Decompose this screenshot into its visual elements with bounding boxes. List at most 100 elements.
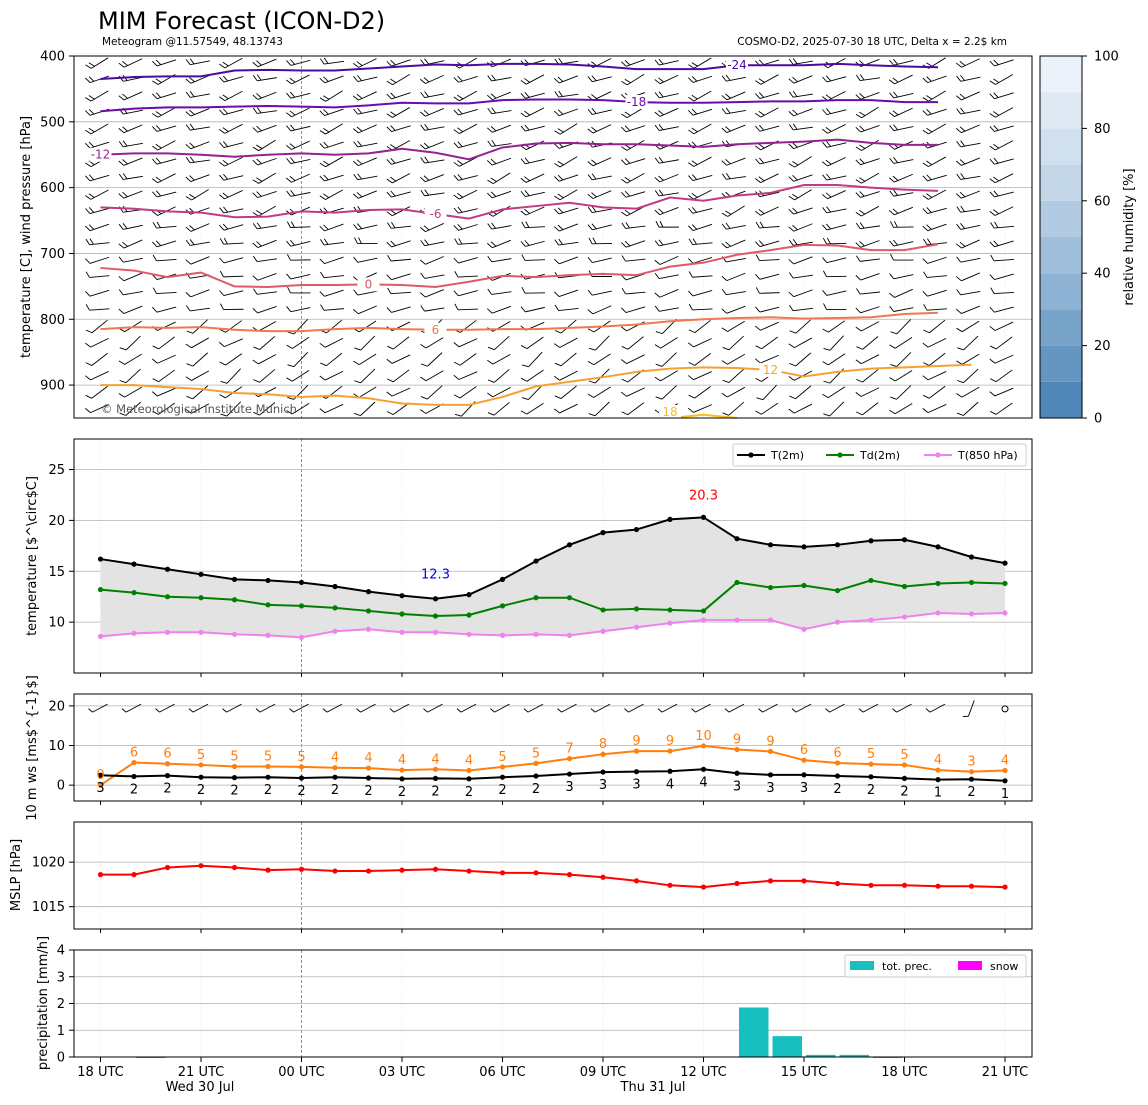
mean-wind-value-label: 3 [733,779,741,794]
wind-barb [721,205,745,217]
wind-barb [319,256,344,265]
series-point [1002,610,1008,616]
gust-value-label: 5 [532,746,540,761]
wind-barb [955,305,981,314]
wind-barb [487,140,512,147]
y-tick-label: 800 [40,313,65,328]
wind-barb [587,305,612,315]
wind-barb [721,91,746,101]
wind-barb [319,223,344,232]
series-point [365,589,372,595]
wind-barb [888,107,913,118]
wind-barb [587,289,612,296]
wind-barb [386,59,411,67]
isotherm-label-bg [726,58,748,73]
legend-td2m: Td(2m) [859,449,900,462]
wind-barb [621,222,646,229]
series-point [298,634,305,640]
series-point [633,526,640,533]
mslp-point [533,870,539,876]
mslp-panel: 1015 1020 MSLP [hPa] [9,821,1033,933]
series-point [633,606,640,612]
wind-barb [151,387,176,397]
wind-barb [587,353,611,366]
series-point [600,628,606,634]
gust-value-label: 4 [431,752,439,767]
y-tick-label: 1015 [32,900,65,915]
gust-point [566,755,573,762]
wind-barb [654,173,679,183]
y-tick-label: 10 [48,739,65,754]
isotherm-line [100,138,938,161]
wind-barb [420,305,445,312]
wind-barb [621,190,646,198]
mean-wind-point [667,768,673,774]
wind-barb [319,174,344,182]
wind-barb [319,403,344,414]
wind-barb [956,386,980,398]
series-point [265,632,271,638]
wind-barb [688,123,712,135]
wind-barb [218,190,243,200]
wind-barb [151,354,176,364]
wind-barb [855,158,880,166]
y-tick-label: 20 [48,514,65,529]
wind-barb [386,354,411,364]
series-point [265,577,271,584]
y-tick-label: 2 [57,997,65,1012]
series-point [834,587,841,594]
wind-barb [654,272,679,280]
wind-barb [520,306,545,313]
wind-barb [722,335,744,351]
wind-barb [889,403,913,415]
wind-barb [85,304,110,311]
mean-wind-point [499,774,506,780]
humidity-colorbar: 0 20 40 60 80 100 relative humidity [%] [1039,50,1137,427]
precip-bar [772,1036,802,1057]
wind-barb [923,385,946,399]
wind-barb [554,123,578,135]
wind-barb [688,90,712,102]
wind-barb [823,335,844,351]
wind-barb [85,271,110,278]
series-point [131,590,137,596]
wind-barb [354,335,376,351]
wind-barb [152,125,177,132]
wind-barb [118,124,143,134]
colorbar-tick-label: 40 [1094,267,1111,282]
mslp-panel-ylabel: MSLP [hPa] [9,839,24,911]
temperature-panel: 20.3 12.3 10 15 20 25 temperature [$^\circ$C… [25,438,1033,677]
mslp-point [868,882,874,888]
y-tick-label: 600 [40,181,65,196]
mean-wind-point [432,775,439,782]
series-point [399,593,405,599]
wind-barb [855,191,880,198]
mslp-point [1002,884,1008,890]
wind-barb [788,58,813,65]
wind-barb [922,75,947,84]
x-tick-label: 21 UTC [178,1065,224,1080]
wind-barb [554,207,579,215]
wind-barb [85,238,110,246]
wind-barb [655,220,679,228]
mslp-point [834,880,841,887]
isotherm-line [669,413,738,419]
series-line-0 [100,516,1006,600]
wind-barb [587,75,612,83]
series-point [399,629,405,635]
wind-barb [789,319,811,334]
wind-barb [118,386,143,398]
wind-barb [788,141,813,150]
max-temp-annotation: 20.3 [689,488,718,503]
wind-barb [286,306,311,313]
wind-barb [85,256,110,264]
wind-barb [453,206,478,214]
series-point [600,530,606,536]
wind-barb [989,369,1013,383]
wind-barb [855,74,880,82]
wind-barb [688,256,713,264]
wind-barb [185,256,210,265]
wind-barb [152,107,176,118]
mslp-point [198,863,204,869]
wind-panel: 06 6 5 5 5 5 4 4 4 4 4 5 5 7 8 9 9 10 9 96 6 5 5 4 3 43 2 2 2 2 2 2 2 2 2 2… [25,675,1033,821]
